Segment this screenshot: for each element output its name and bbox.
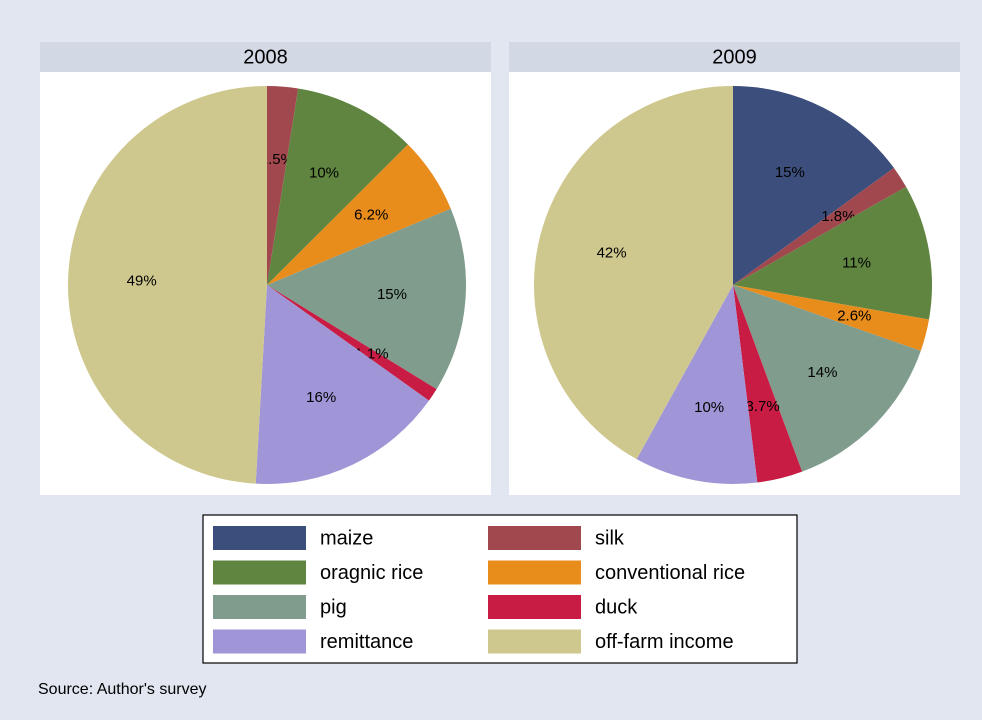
panel-title: 2008 bbox=[243, 46, 288, 68]
pie-slice bbox=[267, 285, 437, 401]
pie-slice bbox=[733, 285, 921, 472]
slice-label: 6.2% bbox=[354, 206, 388, 223]
pie-slice bbox=[733, 285, 929, 351]
legend-label: maize bbox=[320, 527, 373, 549]
legend-swatch bbox=[488, 595, 581, 619]
pie-slice bbox=[267, 86, 299, 285]
pie-slice bbox=[733, 167, 907, 285]
source-note: Source: Author's survey bbox=[38, 681, 206, 698]
panel-title-bar bbox=[40, 42, 491, 72]
pie-slice bbox=[68, 86, 267, 484]
legend-swatch bbox=[488, 560, 581, 585]
pie-slice bbox=[267, 88, 408, 285]
pie-slice bbox=[733, 186, 932, 320]
slice-label: 2.5% bbox=[260, 151, 294, 168]
legend-swatch bbox=[213, 629, 306, 654]
slice-label: 10% bbox=[309, 164, 339, 181]
legend-swatch bbox=[213, 526, 306, 550]
slice-label: 49% bbox=[127, 272, 157, 289]
legend-label: silk bbox=[595, 527, 625, 549]
panel-title-bar bbox=[509, 42, 960, 72]
legend-swatch bbox=[488, 526, 581, 550]
panel-title: 2009 bbox=[712, 46, 757, 68]
slice-label: 15% bbox=[377, 286, 407, 303]
pie-slice bbox=[267, 144, 451, 285]
pie-slice bbox=[636, 285, 758, 484]
slice-label: 10% bbox=[694, 399, 724, 416]
legend-swatch bbox=[213, 595, 306, 619]
slice-label: 15% bbox=[775, 164, 805, 181]
legend-label: conventional rice bbox=[595, 562, 745, 584]
legend-label: off-farm income bbox=[595, 631, 734, 653]
pie-slice bbox=[733, 86, 894, 285]
slice-label: 11% bbox=[842, 255, 871, 272]
legend-label: duck bbox=[595, 596, 638, 618]
legend-label: remittance bbox=[320, 631, 413, 653]
slice-label: 3.7% bbox=[746, 398, 780, 415]
pie-slice bbox=[533, 86, 733, 460]
slice-label: 42% bbox=[597, 245, 627, 262]
legend-label: pig bbox=[320, 596, 347, 618]
legend-swatch bbox=[213, 560, 306, 585]
legend-swatch bbox=[488, 629, 581, 654]
slice-label: 2.6% bbox=[837, 308, 871, 325]
slice-label: 14% bbox=[807, 364, 837, 381]
pie-slice bbox=[255, 285, 429, 484]
slice-label: 16% bbox=[306, 389, 336, 406]
pie-slice bbox=[267, 208, 467, 390]
pie-slice bbox=[733, 285, 803, 483]
legend-label: oragnic rice bbox=[320, 562, 423, 584]
